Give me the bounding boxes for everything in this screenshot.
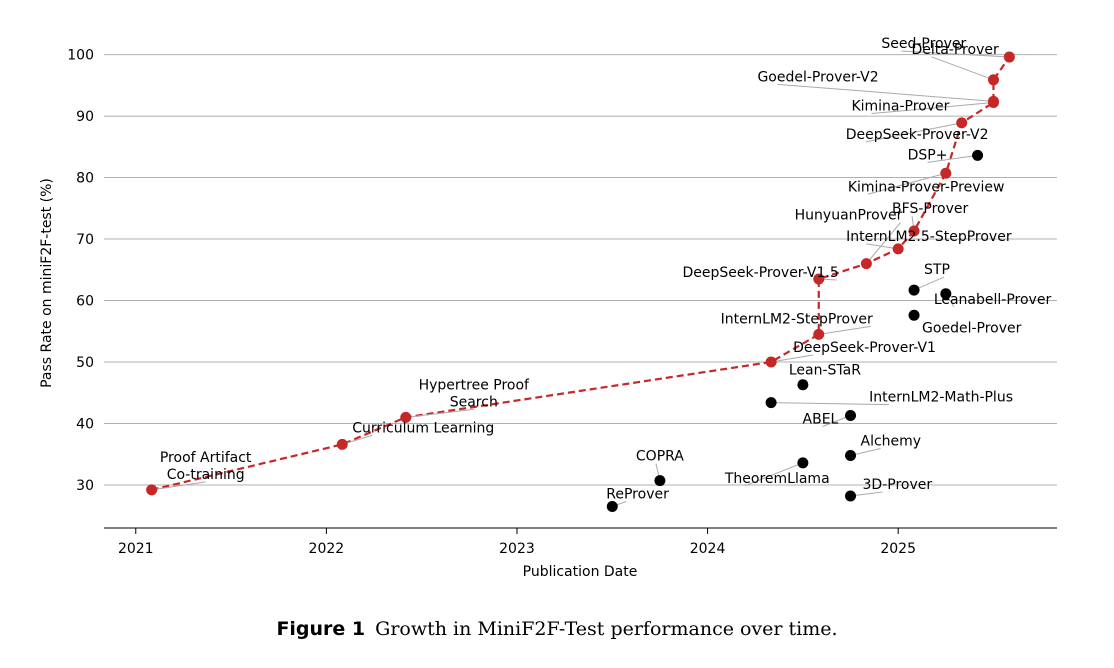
point-copra [654,475,666,487]
arrow-internlm2-stepprover [818,325,871,335]
point-seed-prover [1003,51,1015,63]
x-axis-title: Publication Date [523,564,638,580]
label-proof-artifact-co-training: Proof Artifact Co-training [160,450,252,483]
annotation-arrows [151,50,1010,507]
model-labels: Proof Artifact Co-training Curriculum Lear… [160,36,1052,502]
point-bfs-prover [908,225,920,237]
y-axis-title: Pass Rate on miniF2F-test (%) [39,178,55,388]
point-delta-prover [987,74,999,86]
label-dsp: DSP+ [908,147,948,163]
figure-caption-label: Figure 1 [276,618,366,640]
point-leanabell-prover [940,288,952,300]
chart-svg: 30 40 50 60 70 80 90 100 2021 2022 2023 2024 2025 Pr… [39,36,1057,580]
label-goedel-prover: Goedel-Prover [922,320,1022,336]
arrow-delta-prover [931,56,994,81]
arrow-internlm2-math-plus [771,402,890,406]
y-tick-label: 50 [76,355,94,371]
y-tick-label: 90 [76,109,94,125]
arrow-deepseek-prover-v1 [771,354,814,363]
point-lean-star [797,379,809,391]
y-tick-label: 40 [76,416,94,432]
point-3d-prover [845,490,857,502]
arrow-seed-prover [901,50,1010,58]
label-reprover: ReProver [606,486,669,502]
point-internlm2-math-plus [765,397,777,409]
label-deepseek-prover-v2: DeepSeek-Prover-V2 [846,127,989,143]
x-tick-label: 2023 [499,541,535,557]
label-bfs-prover: BFS-Prover [892,201,968,217]
point-reprover [606,500,618,512]
label-internlm2-stepprover: InternLM2-StepProver [721,311,873,327]
label-hypertree-proof-search: Hypertree Proof Search [419,377,530,410]
point-internlm2-stepprover [813,328,825,340]
label-line: Proof Artifact [160,450,252,466]
y-tick-label: 100 [67,48,94,64]
point-stp [908,284,920,296]
point-theoremllama [797,457,809,469]
point-dsp [972,149,984,161]
label-stp: STP [924,262,950,278]
label-leanabell-prover: Leanabell-Prover [934,292,1052,308]
point-kimina-prover-preview [940,167,952,179]
gridlines [104,54,1057,486]
label-delta-prover: Delta-Prover [911,42,999,58]
label-alchemy: Alchemy [861,433,922,449]
point-internlm2-5-stepprover [892,243,904,255]
point-abel [845,409,857,421]
points [146,51,1015,512]
arrow-hunyuanprover [866,222,901,264]
point-hunyuanprover [860,258,872,270]
point-deepseek-prover-v2 [956,117,968,129]
label-internlm2-5-stepprover: InternLM2.5-StepProver [846,229,1012,245]
point-deepseek-prover-v1 [765,356,777,368]
label-abel: ABEL [803,411,839,427]
arrow-proof-artifact-co-training [151,481,206,491]
label-deepseek-prover-v1-5: DeepSeek-Prover-V1.5 [683,265,839,281]
label-theoremllama: TheoremLlama [724,471,830,487]
arrow-hypertree-proof-search [405,408,474,418]
label-lean-star: Lean-STaR [789,363,861,379]
point-deepseek-prover-v1-5 [813,273,825,285]
arrow-kimina-prover-preview [867,172,946,195]
point-curriculum-learning [336,438,348,450]
frontier-line-group [151,56,1011,491]
label-seed-prover: Seed-Prover [881,36,966,52]
ticks: 30 40 50 60 70 80 90 100 2021 2022 2023 2024 2025 [67,48,916,557]
arrow-dsp [927,154,978,163]
arrow-goedel-prover-v2 [777,83,994,102]
label-goedel-prover-v2: Goedel-Prover-V2 [757,69,878,85]
label-line: Search [450,394,498,410]
point-hypertree-proof-search [400,411,412,423]
label-kimina-prover-preview: Kimina-Prover-Preview [848,179,1005,195]
point-alchemy [845,449,857,461]
label-hunyuanprover: HunyuanProver [795,208,903,224]
point-proof-artifact-co-training [146,484,158,496]
x-tick-label: 2024 [690,541,726,557]
x-tick-label: 2022 [309,541,345,557]
arrow-theoremllama [744,462,804,487]
label-kimina-prover: Kimina-Prover [851,99,949,115]
figure-caption: Figure 1 Growth in MiniF2F-Test performan… [0,618,1114,641]
arrow-deepseek-prover-v2 [865,122,962,143]
label-line: Hypertree Proof [419,377,530,393]
y-tick-label: 70 [76,232,94,248]
label-internlm2-math-plus: InternLM2-Math-Plus [869,390,1013,406]
x-tick-label: 2025 [880,541,916,557]
y-tick-label: 80 [76,171,94,187]
label-copra: COPRA [636,449,684,465]
y-tick-label: 60 [76,294,94,310]
y-tick-label: 30 [76,478,94,494]
label-line: Co-training [167,467,245,483]
label-curriculum-learning: Curriculum Learning [352,420,494,436]
point-goedel-prover-v2 [987,95,999,107]
arrow-kimina-prover [871,102,994,115]
label-3d-prover: 3D-Prover [863,477,933,493]
label-deepseek-prover-v1: DeepSeek-Prover-V1 [793,340,936,356]
x-tick-label: 2021 [118,541,154,557]
point-goedel-prover [908,309,920,321]
figure-caption-text: Growth in MiniF2F-Test performance over … [375,618,838,640]
frontier-line [151,56,1011,491]
